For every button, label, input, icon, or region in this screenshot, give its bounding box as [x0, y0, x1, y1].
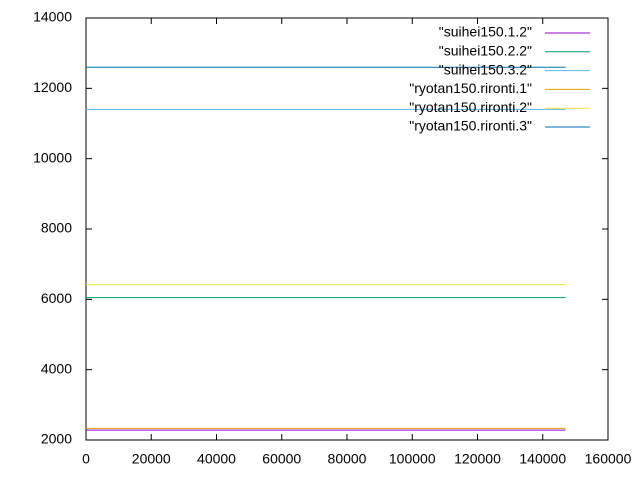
- y-tick-label: 4000: [41, 360, 72, 376]
- y-tick-label: 10000: [33, 149, 72, 165]
- x-tick-label: 60000: [262, 451, 301, 467]
- x-tick-label: 0: [82, 451, 90, 467]
- legend-label: "suihei150.2.2": [439, 43, 532, 59]
- legend-label: "ryotan150.rironti.2": [409, 99, 532, 115]
- x-tick-label: 120000: [454, 451, 501, 467]
- x-tick-label: 100000: [389, 451, 436, 467]
- x-tick-label: 160000: [585, 451, 632, 467]
- legend-label: "ryotan150.rironti.1": [409, 80, 532, 96]
- x-tick-label: 20000: [132, 451, 171, 467]
- y-tick-label: 14000: [33, 9, 72, 25]
- y-tick-label: 12000: [33, 79, 72, 95]
- x-tick-label: 40000: [197, 451, 236, 467]
- legend-label: "ryotan150.rironti.3": [409, 118, 532, 134]
- y-tick-label: 8000: [41, 220, 72, 236]
- x-tick-label: 140000: [519, 451, 566, 467]
- legend-label: "suihei150.3.2": [439, 61, 532, 77]
- x-tick-label: 80000: [328, 451, 367, 467]
- y-tick-label: 2000: [41, 431, 72, 447]
- y-tick-label: 6000: [41, 290, 72, 306]
- legend-label: "suihei150.1.2": [439, 24, 532, 40]
